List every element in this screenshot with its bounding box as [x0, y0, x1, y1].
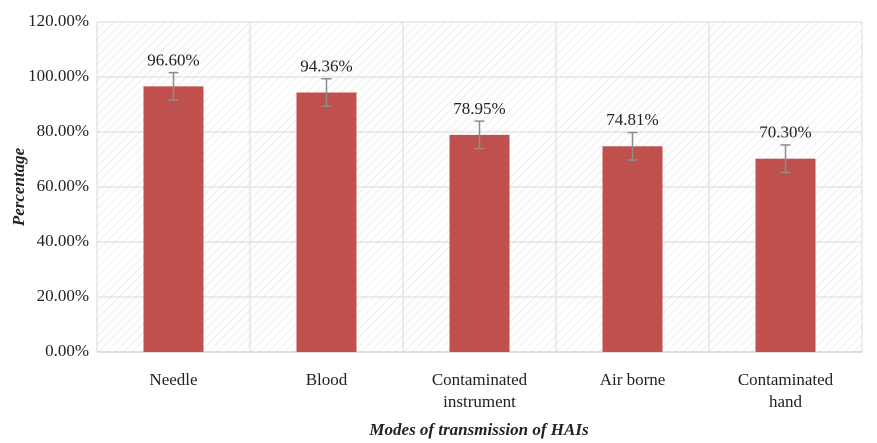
y-tick-label: 80.00% — [37, 121, 89, 140]
data-label: 94.36% — [300, 56, 352, 75]
x-tick-label: Blood — [306, 370, 348, 389]
bar — [143, 86, 204, 352]
y-tick-label: 20.00% — [37, 286, 89, 305]
y-tick-label: 100.00% — [28, 66, 89, 85]
y-tick-label: 0.00% — [45, 341, 89, 360]
y-tick-label: 120.00% — [28, 11, 89, 30]
data-label: 78.95% — [453, 99, 505, 118]
bar — [755, 158, 816, 352]
y-tick-label: 60.00% — [37, 176, 89, 195]
data-label: 70.30% — [759, 123, 811, 142]
x-tick-label: Contaminated hand — [738, 370, 834, 411]
bar — [602, 146, 663, 352]
x-axis-title: Modes of transmission of HAIs — [368, 420, 589, 439]
x-tick-label: Contaminated instrument — [432, 370, 528, 411]
data-label: 96.60% — [147, 50, 199, 69]
x-tick-label: Needle — [149, 370, 197, 389]
y-tick-label: 40.00% — [37, 231, 89, 250]
y-axis-title: Percentage — [9, 147, 28, 227]
x-tick-label: Air borne — [600, 370, 666, 389]
data-label: 74.81% — [606, 110, 658, 129]
bar — [449, 134, 510, 352]
bar — [296, 92, 357, 352]
